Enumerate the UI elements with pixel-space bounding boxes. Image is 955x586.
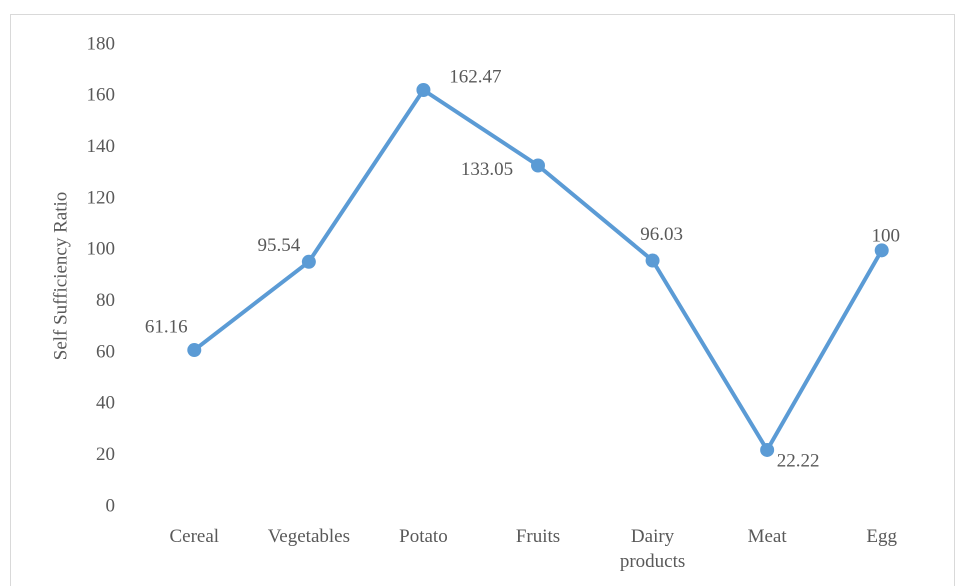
x-tick-label: Vegetables — [267, 526, 350, 547]
point — [301, 254, 316, 269]
data-label: 133.05 — [461, 159, 513, 180]
point — [874, 243, 889, 258]
y-tick-label: 0 — [106, 495, 116, 516]
data-label: 61.16 — [145, 316, 188, 337]
x-tick-label: Potato — [399, 526, 448, 547]
y-tick-label: 60 — [96, 341, 115, 362]
x-tick-label: Dairy products — [619, 526, 686, 572]
x-tick-label: Cereal — [169, 526, 220, 547]
point — [416, 82, 431, 97]
y-tick-label: 80 — [96, 290, 115, 311]
chart-border — [10, 14, 955, 586]
y-tick-label: 160 — [87, 85, 116, 106]
data-label: 95.54 — [257, 235, 300, 256]
y-tick-label: 40 — [96, 393, 115, 414]
point — [645, 253, 660, 268]
x-tick-label: Egg — [866, 526, 897, 547]
x-tick-label: Meat — [747, 526, 787, 547]
point — [531, 158, 545, 173]
y-tick-label: 120 — [87, 187, 116, 208]
point — [187, 343, 202, 358]
data-label: 96.03 — [640, 224, 683, 245]
data-label: 162.47 — [449, 66, 501, 87]
y-tick-label: 180 — [87, 33, 116, 54]
data-label: 22.22 — [777, 450, 820, 471]
series-line — [193, 87, 884, 452]
data-label: 100 — [871, 226, 900, 247]
y-tick-label: 140 — [87, 136, 116, 157]
y-tick-label: 20 — [96, 444, 115, 465]
point — [760, 442, 775, 457]
y-tick-label: 100 — [87, 239, 116, 260]
y-axis-title: Self Sufficiency Ratio — [50, 192, 71, 361]
x-tick-label: Fruits — [515, 526, 561, 547]
